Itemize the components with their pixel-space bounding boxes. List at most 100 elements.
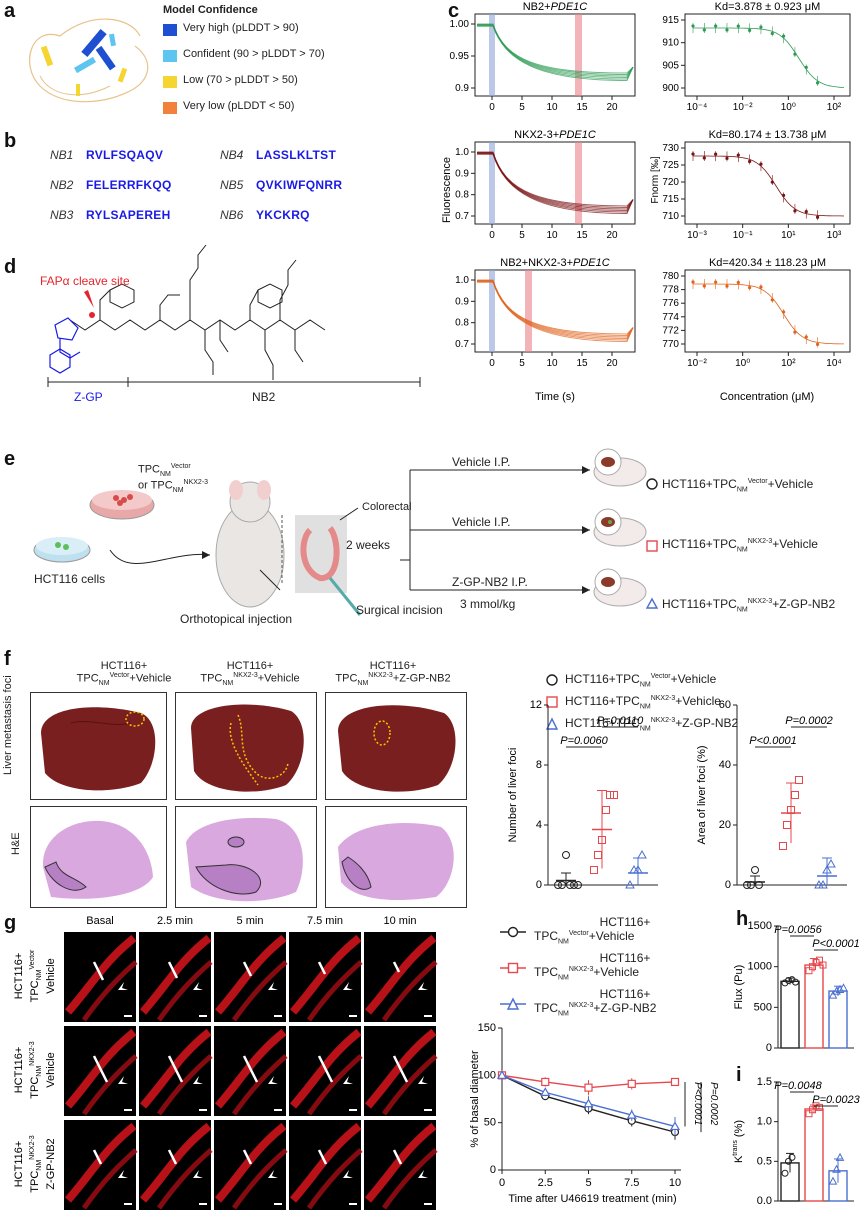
ytick-label: 0.7 bbox=[455, 211, 469, 222]
g-legend: HCT116+ TPCNMVector+Vehicle HCT116+ TPCNMNK… bbox=[500, 915, 730, 1025]
p-value: P=0.0110 bbox=[597, 715, 644, 727]
vessel bbox=[381, 960, 438, 1022]
f-legend-label: HCT116+TPCNMVector+Vehicle bbox=[565, 672, 717, 689]
f-legend-item: HCT116+TPCNMVector+Vehicle bbox=[545, 672, 805, 690]
legend-label: Very low (pLDDT < 50) bbox=[183, 100, 295, 112]
rxtick-label: 10⁻² bbox=[687, 358, 707, 369]
data-point bbox=[584, 1083, 593, 1092]
arrowhead bbox=[343, 982, 353, 990]
data-point bbox=[743, 881, 751, 889]
xtick-label: 15 bbox=[576, 230, 588, 241]
peptide-sequence: FELERRFKQQ bbox=[86, 178, 172, 192]
data-point bbox=[602, 806, 610, 814]
vessel bbox=[306, 1054, 363, 1116]
trace-line bbox=[477, 281, 634, 342]
group2-label: HCT116+TPCNMNKX2-3+Vehicle bbox=[662, 537, 818, 554]
liver-foci-count-chart: 0 4 8 12 Number of liver foci P=0.0060 P=0.011… bbox=[490, 675, 670, 905]
liver-image-vector bbox=[30, 692, 167, 800]
rytick-label: 770 bbox=[662, 339, 679, 350]
panel-label-e: e bbox=[4, 448, 16, 470]
time-label: 10 min bbox=[383, 915, 416, 927]
f-col1-header: HCT116+ TPCNMVector+Vehicle bbox=[76, 660, 172, 687]
data-point bbox=[835, 1152, 845, 1161]
ytick-label: 1.5 bbox=[757, 1076, 772, 1088]
f-legend-item: HCT116+TPCNMNKX2-3+Vehicle bbox=[545, 694, 805, 712]
row-label-2: TPCNMNKX2-3 bbox=[29, 1135, 43, 1193]
diameter-marker bbox=[317, 1055, 334, 1083]
p-value: P<0.0001 bbox=[692, 1082, 703, 1125]
trace-line bbox=[477, 25, 634, 82]
liver-image-nb2 bbox=[325, 692, 467, 800]
g-legend-marker bbox=[500, 962, 526, 974]
legend-marker bbox=[546, 674, 558, 686]
legend-swatch bbox=[163, 24, 177, 36]
data-point bbox=[819, 961, 827, 969]
xtick-label: 5 bbox=[519, 102, 525, 113]
data-point bbox=[637, 849, 647, 859]
data-point bbox=[541, 1077, 550, 1087]
vessel bbox=[156, 1148, 213, 1210]
row-label-2: TPCNMVector bbox=[29, 949, 43, 1002]
cold-region bbox=[489, 270, 495, 352]
ytick-label: 0 bbox=[725, 879, 731, 891]
legend-swatch bbox=[163, 50, 177, 62]
ytick-label: 0 bbox=[536, 879, 542, 891]
chart-ylabel: Number of liver foci bbox=[507, 748, 519, 843]
c-ylabel-right: Fnorm [‰] bbox=[650, 156, 661, 203]
vessel bbox=[231, 1054, 288, 1116]
data-point bbox=[670, 1077, 680, 1087]
square-marker bbox=[507, 962, 519, 974]
data-point bbox=[832, 986, 841, 995]
ytick-label: 100 bbox=[478, 1069, 496, 1081]
f-col3-header: HCT116+ TPCNMNKX2-3+Z-GP-NB2 bbox=[335, 660, 451, 687]
p-value: P=0.0023 bbox=[812, 1094, 860, 1106]
peptide-name: NB2 bbox=[50, 178, 74, 192]
diameter-marker bbox=[92, 1149, 103, 1165]
data-point bbox=[832, 1164, 841, 1173]
trace-gene: PDE1C bbox=[573, 257, 610, 269]
binding-frame bbox=[684, 141, 851, 225]
p-value: P=0.0048 bbox=[774, 1080, 822, 1092]
ytick-label: 8 bbox=[536, 759, 542, 771]
ytick-label: 1500 bbox=[748, 920, 772, 932]
data-point bbox=[496, 1070, 508, 1079]
protein-structure-image bbox=[29, 18, 149, 103]
vessel bbox=[306, 960, 363, 1022]
c-ylabel: Fluorescence bbox=[441, 157, 453, 223]
arrowhead bbox=[268, 1170, 278, 1178]
rxtick-label: 10³ bbox=[827, 230, 842, 241]
data-point bbox=[633, 864, 643, 874]
p-value: P=0.0002 bbox=[785, 715, 832, 727]
vessel bbox=[231, 960, 288, 1022]
binding-fit bbox=[693, 27, 845, 88]
data-point bbox=[554, 881, 562, 889]
g-legend-marker bbox=[500, 997, 526, 1010]
diameter-marker bbox=[92, 961, 105, 981]
panel-label-b: b bbox=[4, 130, 17, 152]
chart-ylabel: Area of liver foci (%) bbox=[696, 745, 708, 844]
peptide-sequence: YKCKRQ bbox=[256, 208, 310, 222]
vessel bbox=[156, 1054, 213, 1116]
legend-item: Confident (90 > pLDDT > 70) bbox=[163, 48, 423, 66]
circle-marker bbox=[546, 674, 558, 686]
data-point bbox=[629, 864, 639, 874]
ytick-label: 4 bbox=[536, 819, 542, 831]
panel-label-g: g bbox=[4, 912, 17, 934]
xtick-label: 0 bbox=[499, 1177, 505, 1189]
time-label: 7.5 min bbox=[307, 915, 343, 927]
trace-gene: PDE1C bbox=[559, 129, 596, 141]
panel-label-d: d bbox=[4, 256, 17, 278]
xtick-label: 5 bbox=[519, 230, 525, 241]
ytick-label: 1.0 bbox=[455, 275, 469, 286]
c-xlabel: Time (s) bbox=[535, 391, 575, 403]
peptide-sequence: RVLFSQAQV bbox=[86, 148, 164, 162]
hot-region bbox=[575, 14, 582, 96]
trace-line bbox=[477, 151, 634, 208]
cold-region bbox=[489, 142, 495, 224]
square-marker bbox=[546, 696, 558, 708]
legend-marker bbox=[546, 696, 558, 708]
trace-line bbox=[477, 23, 634, 74]
peptide-sequence: QVKIWFQNRR bbox=[256, 178, 343, 192]
rxtick-label: 10⁻⁴ bbox=[687, 102, 708, 113]
data-point bbox=[818, 879, 828, 889]
